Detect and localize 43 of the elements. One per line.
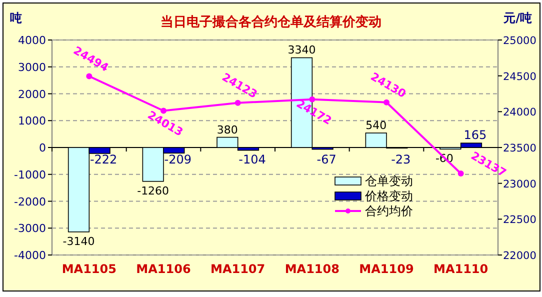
- data-label: -3140: [62, 234, 95, 248]
- y2-tick-label: 22000: [503, 250, 536, 262]
- legend-label: 合约均价: [365, 204, 413, 218]
- x-tick-label: MA1110: [434, 262, 488, 276]
- data-label: -222: [90, 152, 118, 166]
- y-tick-label: -1000: [14, 168, 46, 182]
- data-label: 3340: [288, 44, 316, 57]
- data-label: -209: [164, 152, 192, 166]
- point: [458, 170, 464, 177]
- point: [384, 99, 390, 106]
- y2-tick-label: 23500: [503, 142, 536, 154]
- y2-tick-label: 23000: [503, 178, 536, 190]
- data-label: 380: [216, 123, 238, 136]
- data-label: -1260: [137, 184, 170, 198]
- legend-label: 价格变动: [364, 189, 413, 203]
- x-tick-label: MA1108: [284, 262, 340, 276]
- y-tick-label: -4000: [14, 249, 46, 262]
- x-tick-label: MA1105: [62, 262, 116, 276]
- data-label: 540: [366, 118, 387, 132]
- x-tick-label: MA1106: [136, 262, 191, 276]
- y-tick-label: -3000: [14, 222, 46, 236]
- data-label: 165: [464, 128, 487, 142]
- chart-title: 当日电子撮合各合约仓单及结算价变动: [160, 14, 382, 30]
- y-tick-label: 3000: [18, 60, 46, 74]
- point: [234, 100, 241, 106]
- y-axis-title: 吨: [10, 11, 22, 25]
- x-tick-label: MA1109: [359, 262, 414, 276]
- y-tick-label: 4000: [18, 34, 46, 47]
- point: [86, 73, 92, 80]
- y2-tick-label: 24500: [503, 70, 536, 83]
- y-tick-label: 0: [39, 142, 46, 154]
- y-tick-label: 1000: [18, 114, 46, 128]
- y2-axis-title: 元/吨: [502, 11, 532, 25]
- data-label: -104: [238, 152, 266, 166]
- y2-tick-label: 24000: [503, 106, 536, 119]
- y-tick-label: -2000: [14, 195, 46, 208]
- data-label: -67: [316, 152, 336, 166]
- legend-label: 仓单变动: [365, 174, 413, 188]
- y2-tick-label: 25000: [503, 35, 536, 47]
- y2-tick-label: 22500: [503, 214, 536, 226]
- y-tick-label: 2000: [18, 88, 46, 101]
- data-label: -23: [391, 152, 411, 166]
- x-tick-label: MA1107: [210, 262, 266, 276]
